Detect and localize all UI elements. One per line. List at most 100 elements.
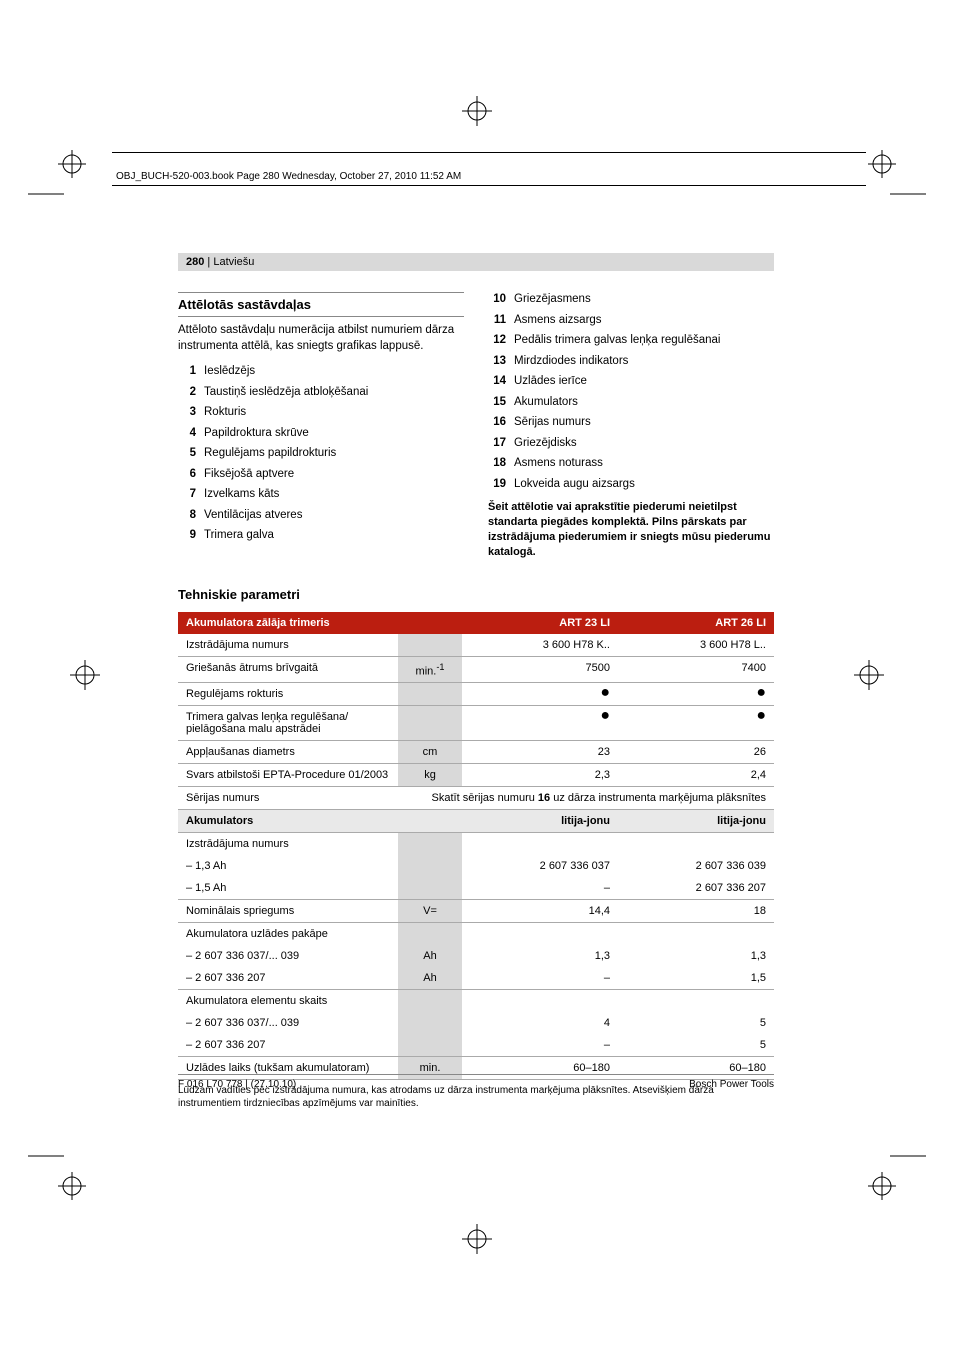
- spec-row: – 2 607 336 207Ah–1,5: [178, 967, 774, 990]
- parts-item-text: Regulējams papildrokturis: [204, 446, 336, 462]
- parts-column-left: Attēlotās sastāvdaļas Attēloto sastāvdaļ…: [178, 292, 464, 571]
- spec-value: ●: [618, 706, 774, 741]
- spec-unit: [398, 855, 462, 877]
- parts-item-text: Uzlādes ierīce: [514, 374, 587, 390]
- parts-item-number: 15: [488, 395, 506, 411]
- spec-sub-label: – 1,5 Ah: [178, 877, 398, 900]
- parts-item-number: 4: [178, 426, 196, 442]
- parts-item-number: 2: [178, 385, 196, 401]
- parts-item-text: Rokturis: [204, 405, 246, 421]
- parts-item-text: Ventilācijas atveres: [204, 508, 302, 524]
- spec-row: Izstrādājuma numurs: [178, 833, 774, 856]
- spec-label: Appļaušanas diametrs: [178, 741, 398, 764]
- parts-item-number: 16: [488, 415, 506, 431]
- parts-item-text: Griezējdisks: [514, 436, 577, 452]
- spec-value: [618, 833, 774, 856]
- spec-label: Akumulatora uzlādes pakāpe: [178, 923, 398, 946]
- spec-header-label: Akumulatora zālāja trimeris: [178, 612, 398, 634]
- parts-item-number: 8: [178, 508, 196, 524]
- spec-value: [462, 990, 618, 1013]
- spec-value: ●: [462, 706, 618, 741]
- spec-label: Nominālais spriegums: [178, 900, 398, 923]
- spec-header-unit: [398, 612, 462, 634]
- spec-value: [618, 923, 774, 946]
- spec-row: Sērijas numursSkatīt sērijas numuru 16 u…: [178, 787, 774, 810]
- spec-unit: [398, 634, 462, 657]
- spec-label: Svars atbilstoši EPTA-Procedure 01/2003: [178, 764, 398, 787]
- spec-value: 2,3: [462, 764, 618, 787]
- footer-right: Bosch Power Tools: [689, 1079, 774, 1090]
- spec-value: –: [462, 1034, 618, 1057]
- tech-section: Tehniskie parametri Akumulatora zālāja t…: [178, 587, 774, 1111]
- page-language: Latviešu: [213, 256, 254, 268]
- spec-unit: [398, 1034, 462, 1057]
- tech-heading: Tehniskie parametri: [178, 587, 774, 606]
- parts-item: 11Asmens aizsargs: [488, 313, 774, 329]
- parts-item: 10Griezējasmens: [488, 292, 774, 308]
- crop-mark-icon: [866, 1142, 926, 1202]
- parts-item: 13Mirdzdiodes indikators: [488, 354, 774, 370]
- spec-unit: [398, 990, 462, 1013]
- spec-value: ●: [618, 683, 774, 706]
- parts-item-number: 14: [488, 374, 506, 390]
- spec-unit: [398, 706, 462, 741]
- content-area: Attēlotās sastāvdaļas Attēloto sastāvdaļ…: [178, 292, 774, 1120]
- spec-header-model2: ART 26 LI: [618, 612, 774, 634]
- parts-item: 3 Rokturis: [178, 405, 464, 421]
- crop-mark-icon: [462, 1224, 492, 1254]
- footer-left: F 016 L70 778 | (27.10.10): [178, 1079, 296, 1090]
- spec-value: 18: [618, 900, 774, 923]
- parts-item: 4Papildroktura skrūve: [178, 426, 464, 442]
- spec-table: Akumulatora zālāja trimeris ART 23 LI AR…: [178, 612, 774, 1081]
- parts-item: 16 Sērijas numurs: [488, 415, 774, 431]
- spec-body: Izstrādājuma numurs3 600 H78 K..3 600 H7…: [178, 634, 774, 1080]
- spec-value: [462, 833, 618, 856]
- spec-unit: [398, 833, 462, 856]
- crop-mark-icon: [462, 96, 492, 126]
- spec-subheader-val: litija-jonu: [618, 810, 774, 833]
- spec-unit: Ah: [398, 945, 462, 967]
- parts-item-number: 1: [178, 364, 196, 380]
- parts-item: 9Trimera galva: [178, 528, 464, 544]
- parts-column-right: 10Griezējasmens 11Asmens aizsargs 12Pedāli…: [488, 292, 774, 571]
- parts-item-text: Mirdzdiodes indikators: [514, 354, 628, 370]
- parts-item-number: 17: [488, 436, 506, 452]
- spec-value: 1,5: [618, 967, 774, 990]
- parts-item: 7Izvelkams kāts: [178, 487, 464, 503]
- spec-label: Griešanās ātrums brīvgaitā: [178, 656, 398, 683]
- spec-row: – 2 607 336 037/... 039Ah1,31,3: [178, 945, 774, 967]
- parts-item-number: 7: [178, 487, 196, 503]
- spec-sub-label: – 2 607 336 037/... 039: [178, 1012, 398, 1034]
- spec-value: 4: [462, 1012, 618, 1034]
- spec-sub-label: – 1,3 Ah: [178, 855, 398, 877]
- spec-subheader-label: Akumulators: [178, 810, 398, 833]
- spec-value: 14,4: [462, 900, 618, 923]
- parts-item-number: 19: [488, 477, 506, 493]
- page: OBJ_BUCH-520-003.book Page 280 Wednesday…: [0, 0, 954, 1350]
- spec-unit: V=: [398, 900, 462, 923]
- spec-value: 3 600 H78 L..: [618, 634, 774, 657]
- parts-item-text: Sērijas numurs: [514, 415, 591, 431]
- spec-value: –: [462, 967, 618, 990]
- crop-mark-icon: [28, 1142, 88, 1202]
- spec-row: Regulējams rokturis●●: [178, 683, 774, 706]
- spec-value: 26: [618, 741, 774, 764]
- spec-row: Appļaušanas diametrscm2326: [178, 741, 774, 764]
- parts-item-number: 5: [178, 446, 196, 462]
- spec-value: 1,3: [618, 945, 774, 967]
- parts-item-number: 12: [488, 333, 506, 349]
- parts-item-text: Asmens noturass: [514, 456, 603, 472]
- crop-mark-icon: [28, 148, 88, 208]
- spec-row: – 1,5 Ah–2 607 336 207: [178, 877, 774, 900]
- parts-item-number: 3: [178, 405, 196, 421]
- parts-item: 12Pedālis trimera galvas leņķa regulēšan…: [488, 333, 774, 349]
- spec-label: Izstrādājuma numurs: [178, 833, 398, 856]
- parts-item-number: 9: [178, 528, 196, 544]
- spec-value: 2 607 336 039: [618, 855, 774, 877]
- spec-value: [462, 923, 618, 946]
- spec-value: 2 607 336 207: [618, 877, 774, 900]
- spec-unit: [398, 1012, 462, 1034]
- parts-item: 6Fiksējošā aptvere: [178, 467, 464, 483]
- spec-sub-label: – 2 607 336 037/... 039: [178, 945, 398, 967]
- crop-mark-icon: [854, 660, 884, 690]
